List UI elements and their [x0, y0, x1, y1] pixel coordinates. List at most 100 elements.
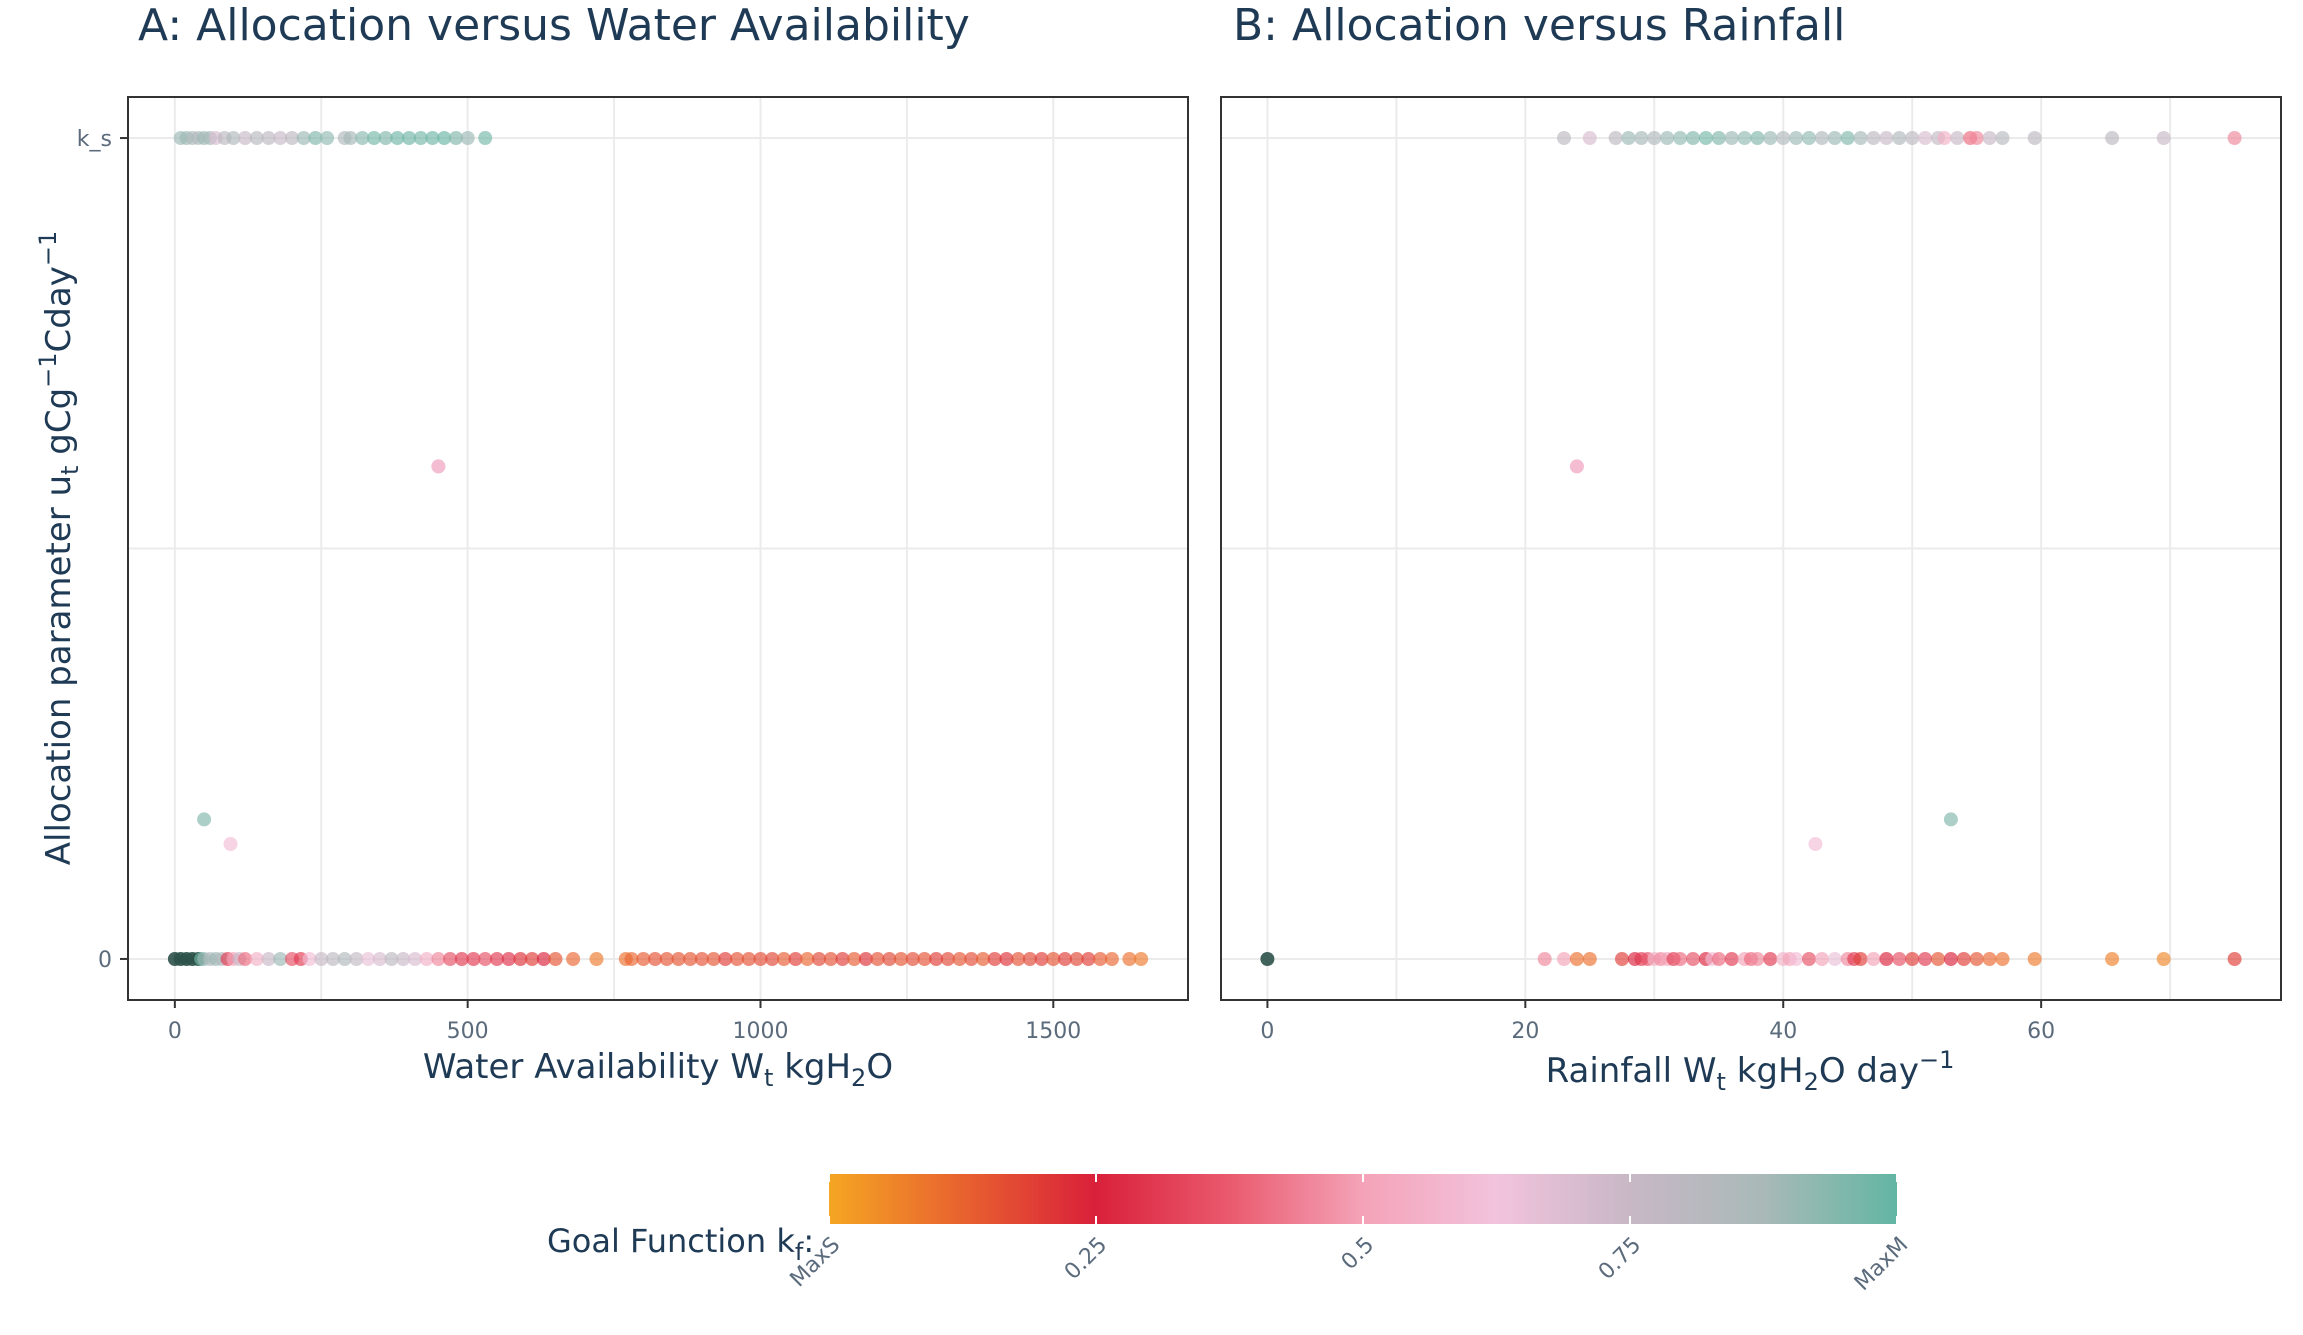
data-point — [1673, 131, 1688, 145]
data-point — [1918, 952, 1933, 966]
data-point — [355, 131, 370, 145]
data-point — [378, 131, 393, 145]
data-point — [1608, 131, 1623, 145]
data-point — [536, 952, 551, 966]
data-point — [413, 131, 428, 145]
data-point — [372, 952, 387, 966]
data-point — [449, 131, 463, 145]
data-point — [320, 131, 335, 145]
data-point — [1660, 131, 1675, 145]
data-point — [847, 952, 862, 966]
data-point — [1615, 952, 1629, 966]
data-point — [308, 131, 323, 145]
data-point — [1750, 952, 1765, 966]
data-point — [999, 952, 1014, 966]
data-point — [1647, 131, 1662, 145]
data-point — [1918, 131, 1933, 145]
data-point — [249, 952, 264, 966]
data-point — [706, 952, 721, 966]
colorbar-tick-label: 0.5 — [1337, 1233, 1379, 1275]
panel-a-points — [167, 131, 1149, 966]
data-point — [273, 952, 288, 966]
data-point — [929, 952, 944, 966]
data-point — [1569, 952, 1584, 966]
data-point — [1827, 131, 1842, 145]
data-point — [525, 952, 540, 966]
data-point — [478, 131, 493, 145]
x-tick-label: 0 — [168, 1019, 182, 1044]
data-point — [624, 952, 639, 966]
data-point — [1737, 131, 1752, 145]
data-point — [296, 131, 311, 145]
data-point — [431, 459, 446, 474]
data-point — [2156, 952, 2171, 966]
data-point — [1827, 952, 1842, 966]
data-point — [437, 131, 452, 145]
y-tick-label: 0 — [98, 948, 112, 973]
data-point — [1569, 459, 1584, 474]
data-point — [197, 812, 212, 827]
data-point — [1789, 952, 1804, 966]
data-point — [513, 952, 528, 966]
data-point — [952, 952, 967, 966]
colorbar-tick-label: 0.25 — [1060, 1233, 1112, 1285]
data-point — [285, 131, 299, 145]
data-point — [1776, 131, 1791, 145]
data-point — [1711, 952, 1726, 966]
data-point — [987, 952, 1002, 966]
data-point — [1982, 952, 1997, 966]
data-point — [1104, 952, 1119, 966]
data-point — [1122, 952, 1137, 966]
data-point — [249, 131, 264, 145]
data-point — [1950, 131, 1965, 145]
data-point — [1621, 131, 1636, 145]
data-point — [1931, 952, 1945, 966]
panel-a-gridlines — [128, 97, 1188, 1000]
panel-b-title: B: Allocation versus Rainfall — [1233, 0, 1845, 51]
data-point — [788, 952, 803, 966]
data-point — [917, 952, 932, 966]
data-point — [1724, 131, 1739, 145]
data-point — [1582, 952, 1597, 966]
data-point — [1995, 131, 2010, 145]
colorbar-legend: Goal Function kf: MaxS 0.25 0.5 0.75 MaxM — [547, 1174, 1913, 1296]
data-point — [384, 952, 399, 966]
data-point — [431, 952, 446, 966]
data-point — [1814, 952, 1829, 966]
data-point — [1789, 131, 1804, 145]
data-point — [2027, 952, 2042, 966]
data-point — [1557, 131, 1571, 145]
data-point — [1134, 952, 1149, 966]
data-point — [823, 952, 838, 966]
data-point — [1853, 952, 1868, 966]
data-point — [976, 952, 990, 966]
data-point — [1802, 952, 1816, 966]
data-point — [419, 952, 434, 966]
panel-a: A: Allocation versus Water Availability … — [34, 0, 1189, 1092]
data-point — [1022, 952, 1037, 966]
x-tick-label: 0 — [1260, 1019, 1274, 1044]
data-point — [753, 952, 768, 966]
panel-a-title: A: Allocation versus Water Availability — [138, 0, 970, 51]
panel-b: B: Allocation versus Rainfall 0 20 40 60 Ra… — [1220, 0, 2282, 1096]
data-point — [1582, 131, 1597, 145]
x-tick-label: 1000 — [732, 1019, 788, 1044]
data-point — [765, 952, 780, 966]
data-point — [273, 131, 288, 145]
data-point — [1905, 952, 1920, 966]
data-point — [2156, 131, 2171, 145]
data-point — [1879, 952, 1894, 966]
data-point — [1840, 131, 1855, 145]
panel-a-y-ticks: 0 k_s — [77, 127, 128, 973]
data-point — [466, 952, 481, 966]
data-point — [1802, 131, 1816, 145]
data-point — [1686, 952, 1700, 966]
data-point — [1011, 952, 1026, 966]
data-point — [501, 952, 516, 966]
panel-b-points — [1260, 131, 2242, 966]
data-point — [261, 131, 276, 145]
data-point — [408, 952, 422, 966]
x-tick-label: 20 — [1511, 1019, 1539, 1044]
data-point — [1969, 131, 1984, 145]
